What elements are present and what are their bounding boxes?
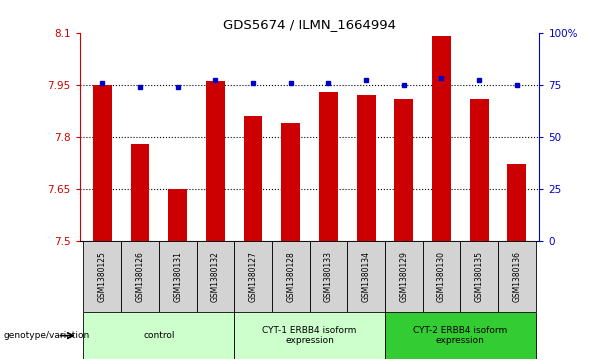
Bar (243, 116, 262, 241)
Bar (432, 36, 451, 241)
Bar (281, 123, 300, 241)
Bar (197, 241, 234, 312)
Bar (93, 85, 112, 241)
Bar (234, 312, 385, 359)
Bar (206, 81, 225, 241)
Text: GSM1380136: GSM1380136 (512, 251, 521, 302)
Text: GSM1380133: GSM1380133 (324, 251, 333, 302)
Text: GSM1380135: GSM1380135 (474, 251, 484, 302)
Bar (357, 95, 376, 241)
Text: control: control (143, 331, 175, 340)
Bar (508, 164, 526, 241)
Bar (131, 143, 150, 241)
Text: GSM1380132: GSM1380132 (211, 251, 220, 302)
Text: GSM1380128: GSM1380128 (286, 251, 295, 302)
Bar (83, 241, 121, 312)
Bar (272, 241, 310, 312)
Text: GSM1380127: GSM1380127 (248, 251, 257, 302)
Bar (121, 241, 159, 312)
Bar (159, 241, 197, 312)
Text: GSM1380129: GSM1380129 (399, 251, 408, 302)
Bar (460, 241, 498, 312)
Bar (385, 241, 422, 312)
Text: CYT-2 ERBB4 isoform
expression: CYT-2 ERBB4 isoform expression (413, 326, 508, 345)
Text: GSM1380126: GSM1380126 (135, 251, 145, 302)
Bar (347, 241, 385, 312)
Bar (470, 98, 489, 241)
Text: GSM1380125: GSM1380125 (98, 251, 107, 302)
Bar (498, 241, 536, 312)
Title: GDS5674 / ILMN_1664994: GDS5674 / ILMN_1664994 (223, 19, 396, 32)
Bar (234, 241, 272, 312)
Text: GSM1380134: GSM1380134 (362, 251, 371, 302)
Text: GSM1380131: GSM1380131 (173, 251, 182, 302)
Bar (168, 189, 187, 241)
Bar (83, 312, 234, 359)
Bar (394, 98, 413, 241)
Bar (319, 91, 338, 241)
Bar (422, 241, 460, 312)
Bar (310, 241, 347, 312)
Bar (385, 312, 536, 359)
Text: GSM1380130: GSM1380130 (437, 251, 446, 302)
Text: CYT-1 ERBB4 isoform
expression: CYT-1 ERBB4 isoform expression (262, 326, 357, 345)
Text: genotype/variation: genotype/variation (3, 331, 89, 340)
